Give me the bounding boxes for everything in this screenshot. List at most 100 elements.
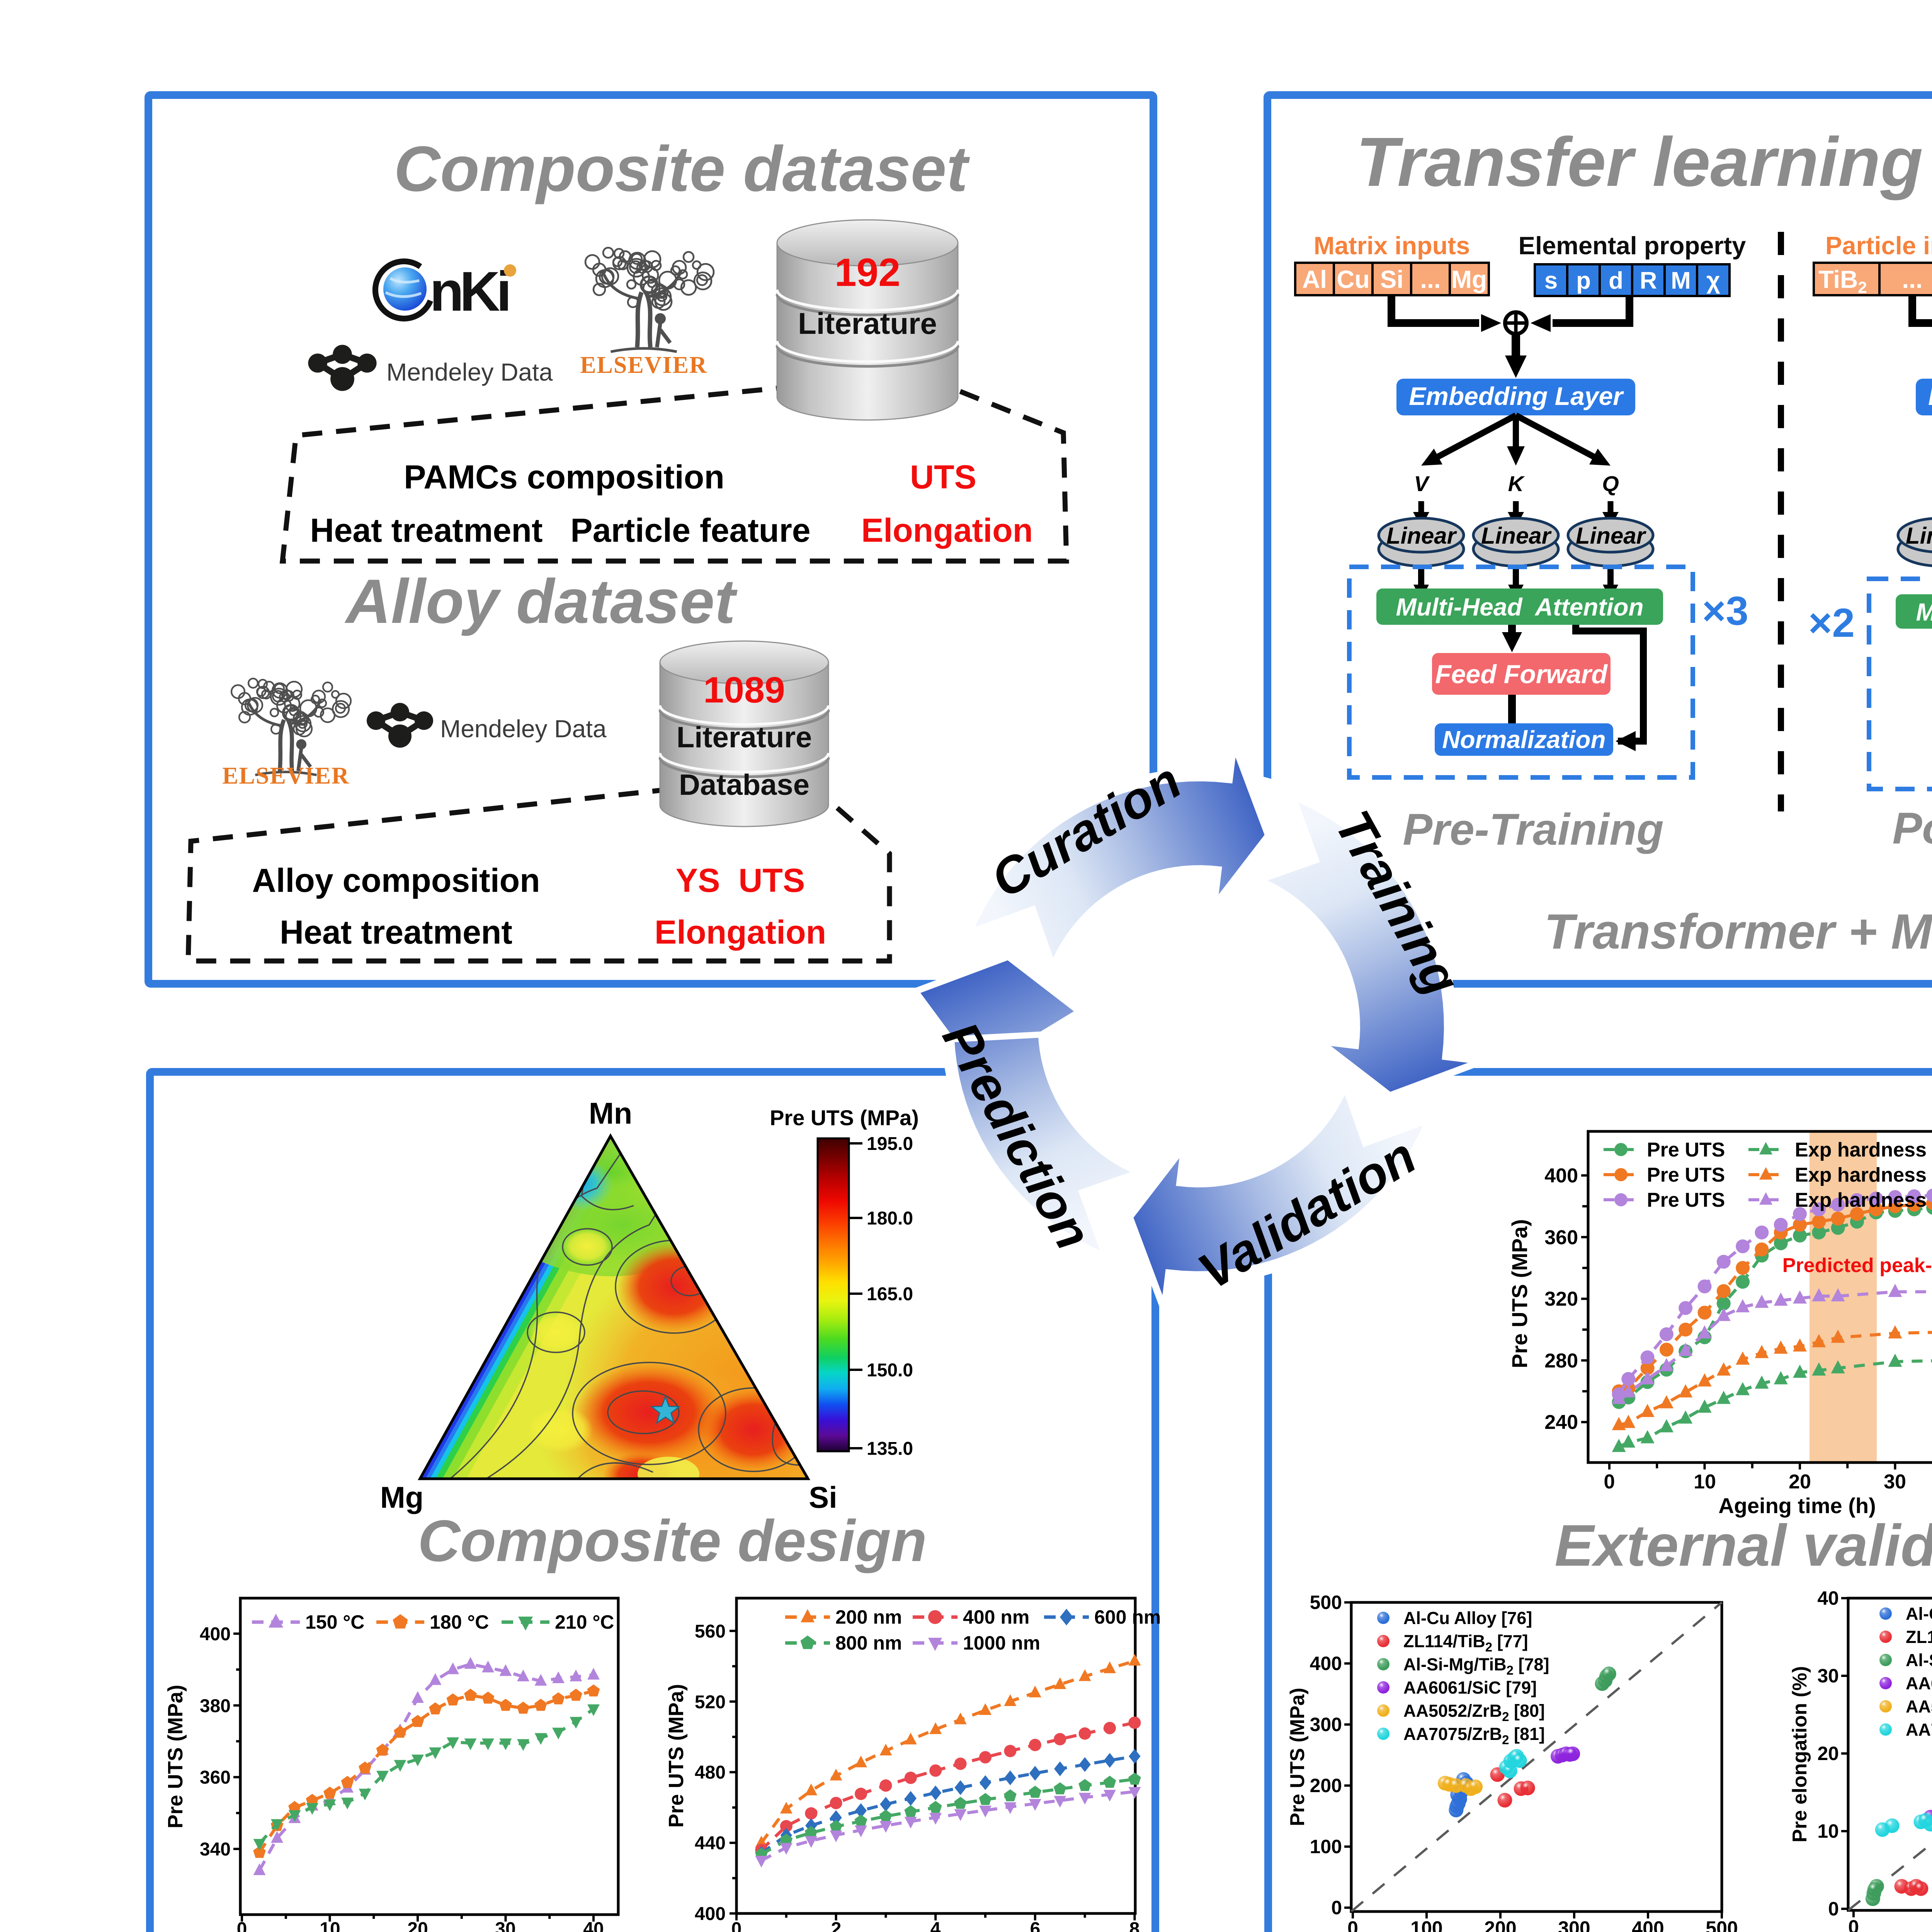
svg-text:400 nm: 400 nm bbox=[963, 1606, 1029, 1628]
svg-text:Post-Training: Post-Training bbox=[1892, 804, 1932, 853]
svg-text:Mg: Mg bbox=[1451, 265, 1487, 293]
svg-text:Elongation: Elongation bbox=[861, 512, 1033, 549]
svg-text:Mendeley Data: Mendeley Data bbox=[386, 358, 553, 386]
svg-text:ZL114/TiB2 [77]: ZL114/TiB2 [77] bbox=[1906, 1627, 1932, 1650]
svg-text:500: 500 bbox=[1310, 1592, 1342, 1613]
svg-text:Al-Si-Mg/TiB2 [78]: Al-Si-Mg/TiB2 [78] bbox=[1403, 1655, 1549, 1677]
svg-text:...: ... bbox=[1902, 265, 1922, 293]
svg-text:AA5052/ZrB2 [80]: AA5052/ZrB2 [80] bbox=[1403, 1701, 1545, 1724]
svg-text:4: 4 bbox=[930, 1919, 941, 1932]
svg-text:480: 480 bbox=[695, 1762, 726, 1783]
svg-text:Exp hardness: Exp hardness bbox=[1795, 1139, 1927, 1161]
svg-text:200: 200 bbox=[1484, 1917, 1516, 1932]
svg-text:150 °C: 150 °C bbox=[305, 1611, 364, 1633]
svg-text:180 °C: 180 °C bbox=[430, 1611, 489, 1633]
svg-text:Al-Cu Alloy [76]: Al-Cu Alloy [76] bbox=[1403, 1608, 1532, 1628]
svg-text:400: 400 bbox=[1632, 1917, 1664, 1932]
svg-text:165.0: 165.0 bbox=[867, 1284, 913, 1304]
svg-text:40: 40 bbox=[1817, 1587, 1839, 1609]
svg-text:External validation: External validation bbox=[1554, 1513, 1932, 1578]
svg-text:Pre elongation (%): Pre elongation (%) bbox=[1789, 1666, 1811, 1842]
svg-text:20: 20 bbox=[1789, 1471, 1811, 1493]
svg-text:360: 360 bbox=[200, 1767, 231, 1788]
svg-text:Al: Al bbox=[1302, 265, 1327, 293]
svg-text:8: 8 bbox=[1129, 1919, 1140, 1932]
svg-text:180.0: 180.0 bbox=[867, 1208, 913, 1229]
svg-text:Mg: Mg bbox=[380, 1480, 424, 1514]
svg-text:0: 0 bbox=[731, 1919, 742, 1932]
svg-text:20: 20 bbox=[1817, 1743, 1839, 1764]
svg-text:380: 380 bbox=[200, 1696, 231, 1716]
svg-text:Linear: Linear bbox=[1386, 523, 1458, 549]
svg-text:200: 200 bbox=[1310, 1775, 1342, 1796]
svg-text:AA7075/ZrB2 [81]: AA7075/ZrB2 [81] bbox=[1403, 1724, 1545, 1747]
svg-text:χ: χ bbox=[1706, 267, 1720, 294]
svg-text:240: 240 bbox=[1544, 1411, 1578, 1434]
svg-text:Si: Si bbox=[1380, 265, 1403, 293]
svg-text:10: 10 bbox=[320, 1919, 340, 1932]
svg-text:UTS: UTS bbox=[910, 459, 976, 496]
svg-text:Literature: Literature bbox=[798, 306, 937, 340]
svg-text:Database: Database bbox=[679, 769, 810, 801]
svg-text:1000 nm: 1000 nm bbox=[963, 1632, 1040, 1654]
svg-text:300: 300 bbox=[1558, 1917, 1590, 1932]
svg-text:340: 340 bbox=[200, 1839, 231, 1860]
svg-text:Ageing time (h): Ageing time (h) bbox=[1718, 1493, 1876, 1518]
svg-text:Mn: Mn bbox=[589, 1096, 633, 1130]
svg-text:520: 520 bbox=[695, 1692, 726, 1713]
svg-text:Alloy dataset: Alloy dataset bbox=[344, 566, 738, 636]
svg-text:300: 300 bbox=[1310, 1714, 1342, 1735]
svg-text:Linear: Linear bbox=[1906, 523, 1932, 549]
svg-text:360: 360 bbox=[1544, 1226, 1578, 1249]
svg-text:560: 560 bbox=[695, 1621, 726, 1642]
svg-text:AA6061/SiC [79]: AA6061/SiC [79] bbox=[1906, 1673, 1932, 1693]
svg-text:Al-Si-Mg/TiB2 [78]: Al-Si-Mg/TiB2 [78] bbox=[1906, 1650, 1932, 1673]
svg-text:Multi-Head Attention: Multi-Head Attention bbox=[1396, 593, 1643, 621]
svg-text:100: 100 bbox=[1310, 1836, 1342, 1857]
svg-text:ZL114/TiB2 [77]: ZL114/TiB2 [77] bbox=[1403, 1631, 1528, 1654]
svg-text:30: 30 bbox=[495, 1919, 515, 1932]
svg-text:10: 10 bbox=[1817, 1820, 1839, 1842]
svg-text:Elemental property: Elemental property bbox=[1519, 231, 1746, 260]
svg-text:AA5052/ZrB2 [80]: AA5052/ZrB2 [80] bbox=[1906, 1697, 1932, 1719]
svg-text:K: K bbox=[1508, 471, 1525, 496]
svg-text:30: 30 bbox=[1817, 1665, 1839, 1687]
svg-text:Normalization: Normalization bbox=[1442, 726, 1605, 753]
svg-text:...: ... bbox=[1420, 265, 1440, 293]
svg-text:440: 440 bbox=[695, 1833, 726, 1854]
svg-text:0: 0 bbox=[1848, 1916, 1859, 1932]
svg-text:AA7075/ZrB2 [81]: AA7075/ZrB2 [81] bbox=[1906, 1720, 1932, 1743]
svg-text:Pre-Training: Pre-Training bbox=[1403, 805, 1663, 854]
svg-text:600 nm: 600 nm bbox=[1094, 1606, 1161, 1628]
svg-text:400: 400 bbox=[695, 1904, 726, 1924]
svg-text:Si: Si bbox=[809, 1480, 837, 1514]
svg-text:192: 192 bbox=[835, 250, 900, 294]
svg-text:2: 2 bbox=[831, 1919, 842, 1932]
svg-text:800 nm: 800 nm bbox=[835, 1632, 902, 1654]
svg-text:6: 6 bbox=[1030, 1919, 1041, 1932]
svg-text:Cu: Cu bbox=[1337, 265, 1369, 293]
svg-text:Pre UTS (MPa): Pre UTS (MPa) bbox=[164, 1685, 187, 1828]
svg-text:Embedding Layer: Embedding Layer bbox=[1409, 382, 1624, 410]
svg-text:nKi: nKi bbox=[430, 260, 510, 323]
svg-text:×2: ×2 bbox=[1808, 600, 1855, 646]
svg-text:30: 30 bbox=[1884, 1471, 1906, 1493]
svg-text:195.0: 195.0 bbox=[867, 1134, 913, 1154]
svg-text:Multi-Head Attention: Multi-Head Attention bbox=[1916, 598, 1932, 626]
svg-text:Alloy composition: Alloy composition bbox=[252, 862, 540, 899]
svg-text:Predicted peak-aged: Predicted peak-aged bbox=[1782, 1254, 1932, 1277]
svg-text:Elongation: Elongation bbox=[655, 914, 826, 951]
svg-text:Al-Cu Alloy [76]: Al-Cu Alloy [76] bbox=[1906, 1604, 1932, 1624]
svg-text:Pre UTS: Pre UTS bbox=[1647, 1139, 1725, 1161]
svg-text:Matrix inputs: Matrix inputs bbox=[1314, 231, 1470, 260]
svg-text:ELSEVIER: ELSEVIER bbox=[222, 763, 350, 789]
svg-text:Literature: Literature bbox=[677, 721, 812, 754]
svg-text:Particle inputs: Particle inputs bbox=[1825, 231, 1932, 260]
svg-text:Linear: Linear bbox=[1481, 523, 1552, 549]
svg-text:Exp hardness: Exp hardness bbox=[1795, 1189, 1927, 1211]
svg-text:0: 0 bbox=[1347, 1917, 1358, 1932]
svg-text:320: 320 bbox=[1544, 1288, 1578, 1310]
svg-text:Pre UTS: Pre UTS bbox=[1647, 1189, 1725, 1211]
svg-text:YS UTS: YS UTS bbox=[676, 862, 805, 899]
svg-text:×3: ×3 bbox=[1702, 588, 1748, 634]
